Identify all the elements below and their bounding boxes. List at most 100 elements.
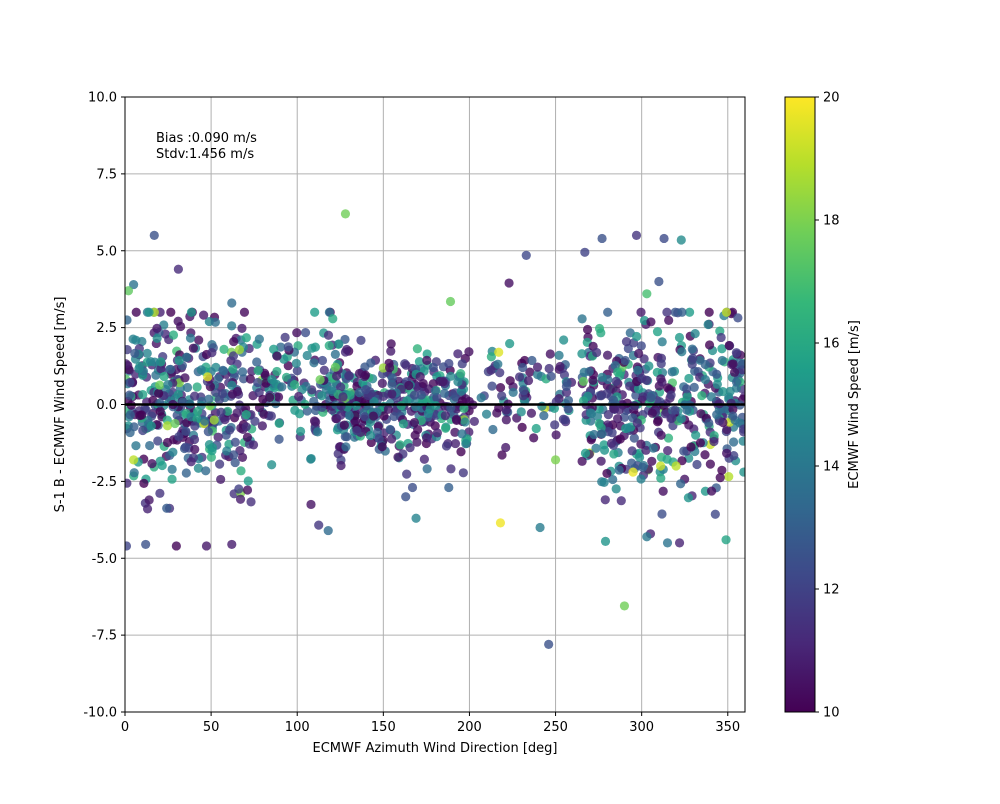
data-point (311, 417, 321, 427)
colorbar (784, 96, 816, 713)
data-point (125, 315, 132, 325)
data-point (317, 391, 327, 401)
data-point (614, 405, 624, 415)
data-point (171, 541, 181, 551)
data-point (600, 536, 611, 546)
data-point (259, 409, 269, 419)
data-point (533, 370, 543, 380)
data-point (691, 430, 701, 440)
data-point (584, 366, 594, 377)
data-point (204, 394, 214, 404)
data-point (181, 468, 191, 478)
data-point (609, 449, 619, 459)
data-point (411, 513, 421, 523)
data-point (495, 382, 506, 393)
data-point (497, 450, 507, 460)
data-point (155, 488, 165, 498)
data-point (652, 327, 663, 337)
data-point (486, 365, 496, 375)
y-tick-label: -2.5 (92, 475, 117, 490)
data-point (155, 398, 165, 408)
data-point (310, 342, 320, 352)
data-point (519, 386, 529, 396)
data-point (646, 317, 656, 327)
data-point (361, 384, 371, 395)
data-point (125, 286, 134, 296)
data-point (446, 464, 456, 474)
data-point (135, 410, 145, 421)
data-point (705, 459, 715, 469)
y-tick-label: 5.0 (96, 244, 117, 259)
data-point (660, 409, 670, 419)
data-point (142, 504, 153, 514)
data-point (306, 453, 316, 464)
data-point (168, 447, 178, 457)
colorbar-tick-label: 14 (823, 460, 840, 475)
data-point (642, 289, 652, 299)
data-point (368, 411, 378, 421)
data-point (637, 373, 647, 383)
data-point (739, 467, 745, 477)
x-tick-label: 350 (715, 720, 740, 735)
data-point (704, 340, 715, 350)
data-point (186, 307, 197, 317)
data-point (717, 344, 727, 354)
data-point (432, 428, 442, 438)
data-point (254, 388, 264, 398)
data-point (354, 368, 365, 379)
data-point (656, 358, 666, 369)
data-point (236, 466, 246, 476)
data-point (383, 404, 393, 414)
colorbar-ticks: 10 12 14 16 18 20 (815, 91, 840, 721)
data-point (451, 392, 461, 402)
data-point (501, 405, 511, 415)
data-point (190, 444, 200, 454)
data-point (181, 352, 192, 362)
data-point (190, 421, 200, 431)
y-axis-label: S-1 B - ECMWF Wind Speed [m/s] (53, 297, 68, 513)
colorbar-tick-label: 20 (823, 91, 840, 106)
data-point (676, 235, 686, 245)
data-point (438, 377, 448, 387)
data-point (494, 347, 504, 357)
data-point (313, 427, 323, 437)
data-point (632, 418, 642, 428)
data-point (274, 434, 284, 444)
data-point (147, 459, 157, 469)
data-point (144, 307, 154, 317)
data-point (481, 409, 492, 419)
data-point (722, 424, 732, 435)
data-point (440, 410, 450, 421)
data-point (155, 406, 165, 416)
data-point (283, 361, 293, 371)
data-point (174, 432, 184, 442)
data-point (180, 442, 191, 452)
data-point (445, 296, 456, 307)
data-point (460, 417, 470, 427)
data-point (539, 410, 549, 421)
data-point (266, 411, 276, 421)
data-point (165, 364, 176, 374)
data-point (657, 337, 667, 347)
data-point (292, 366, 302, 376)
data-point (196, 365, 206, 375)
data-point (125, 345, 132, 355)
data-point (597, 233, 607, 244)
data-point (461, 439, 471, 449)
data-point (677, 347, 687, 357)
data-point (517, 422, 527, 432)
data-point (592, 347, 602, 358)
data-point (336, 382, 346, 392)
data-point (656, 461, 666, 471)
data-point (150, 357, 160, 367)
data-point (265, 392, 275, 402)
data-point (559, 335, 569, 345)
data-point (545, 349, 555, 359)
data-point (324, 340, 334, 351)
data-point (453, 377, 463, 387)
data-point (129, 279, 139, 290)
data-point (344, 371, 354, 381)
data-point (501, 415, 511, 425)
data-point (142, 348, 152, 358)
data-point (272, 351, 282, 361)
